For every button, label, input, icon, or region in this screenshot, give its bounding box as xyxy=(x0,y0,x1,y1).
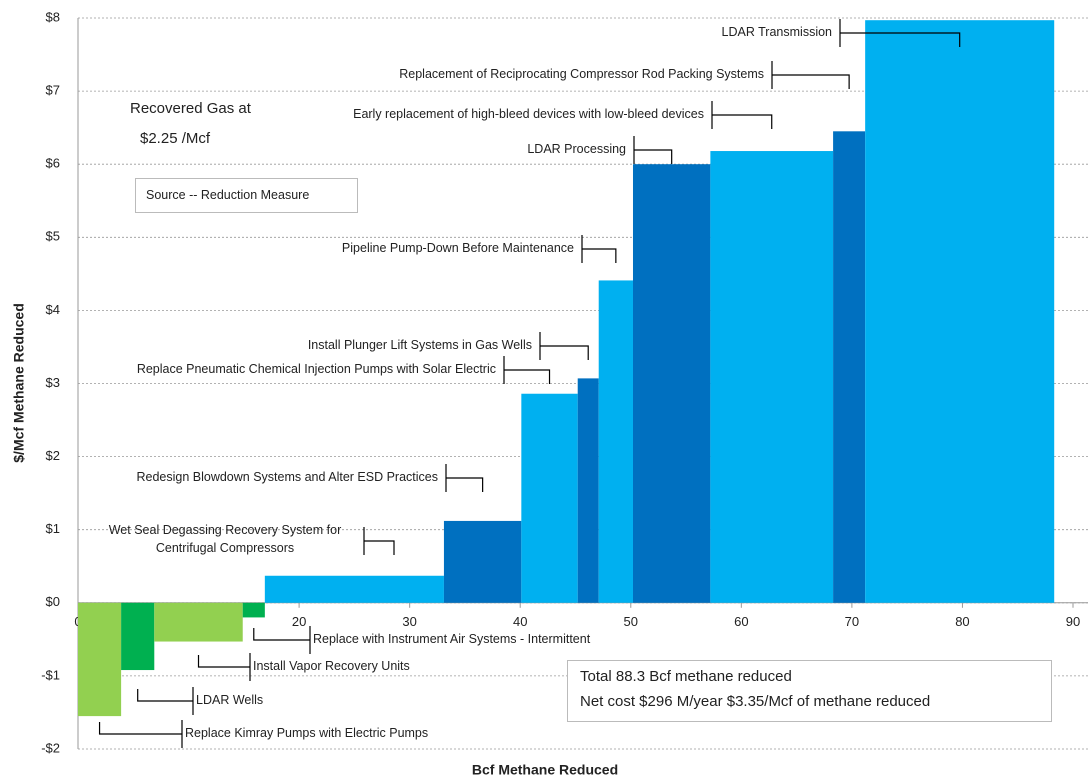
measure-label: LDAR Processing xyxy=(527,142,626,156)
source-text: Source -- Reduction Measure xyxy=(146,188,310,202)
measure-label: Replace Pneumatic Chemical Injection Pum… xyxy=(136,362,496,376)
leader-line xyxy=(839,19,961,47)
bar xyxy=(154,602,243,642)
bar xyxy=(242,602,265,618)
measure-label: Pipeline Pump-Down Before Maintenance xyxy=(341,241,574,255)
bar xyxy=(632,164,711,603)
recovered-gas: Recovered Gas at xyxy=(130,100,251,117)
x-tick-label: 60 xyxy=(734,614,748,629)
x-tick-label: 50 xyxy=(624,614,638,629)
bar xyxy=(833,131,866,603)
leader-line xyxy=(445,464,484,492)
x-tick-label: 90 xyxy=(1066,614,1080,629)
net-cost-text: Net cost $296 M/year $3.35/Mcf of methan… xyxy=(580,693,931,710)
y-tick-label: $4 xyxy=(46,302,60,317)
source-box: Source -- Reduction Measure xyxy=(135,178,358,213)
leader-line xyxy=(711,101,773,129)
y-tick-label: $6 xyxy=(46,156,60,171)
bar xyxy=(577,378,599,603)
measure-label: LDAR Wells xyxy=(196,693,264,707)
y-tick-label: $3 xyxy=(46,375,60,390)
bar xyxy=(264,575,444,603)
y-tick-label: $8 xyxy=(46,9,60,24)
measure-label: Wet Seal Degassing Recovery System for C… xyxy=(108,523,342,555)
measure-label: LDAR Transmission xyxy=(721,25,832,39)
bar xyxy=(865,20,1055,603)
leader-line xyxy=(771,61,850,89)
leader-line xyxy=(581,235,617,263)
y-tick-label: -$1 xyxy=(41,667,60,682)
measure-label: Install Plunger Lift Systems in Gas Well… xyxy=(307,338,532,352)
leader-line xyxy=(633,136,673,164)
leader-line xyxy=(539,332,589,360)
y-tick-label: $0 xyxy=(46,594,60,609)
gas-price: $2.25 /Mcf xyxy=(140,130,211,147)
y-tick-label: $1 xyxy=(46,521,60,536)
y-tick-label: $2 xyxy=(46,448,60,463)
leader-line xyxy=(98,720,183,748)
measure-label: Replacement of Reciprocating Compressor … xyxy=(399,67,764,81)
total-box: Total 88.3 Bcf methane reduced Net cost … xyxy=(567,660,1052,722)
y-axis-label: $/Mcf Methane Reduced xyxy=(11,303,27,462)
bar xyxy=(521,393,578,603)
leader-line xyxy=(363,527,395,555)
x-axis-label: Bcf Methane Reduced xyxy=(472,762,618,778)
x-tick-label: 70 xyxy=(845,614,859,629)
x-tick-label: 30 xyxy=(402,614,416,629)
x-tick-label: 40 xyxy=(513,614,527,629)
bar xyxy=(598,280,633,603)
bar xyxy=(443,520,522,603)
leader-line xyxy=(253,626,311,654)
total-text: Total 88.3 Bcf methane reduced xyxy=(580,668,792,685)
measure-label: Install Vapor Recovery Units xyxy=(253,659,410,673)
leader-line xyxy=(197,653,251,681)
y-tick-label: -$2 xyxy=(41,740,60,755)
measure-label: Early replacement of high-bleed devices … xyxy=(353,107,704,121)
bar xyxy=(710,151,834,603)
measure-label: Replace with Instrument Air Systems - In… xyxy=(313,632,591,646)
measure-label: Replace Kimray Pumps with Electric Pumps xyxy=(185,726,429,740)
measure-label: Redesign Blowdown Systems and Alter ESD … xyxy=(136,470,438,484)
x-tick-label: 20 xyxy=(292,614,306,629)
bar xyxy=(78,602,122,717)
bar xyxy=(121,602,155,671)
y-tick-label: $7 xyxy=(46,83,60,98)
leader-line xyxy=(503,356,551,384)
leader-line xyxy=(137,687,194,715)
x-tick-label: 80 xyxy=(955,614,969,629)
y-tick-label: $5 xyxy=(46,229,60,244)
